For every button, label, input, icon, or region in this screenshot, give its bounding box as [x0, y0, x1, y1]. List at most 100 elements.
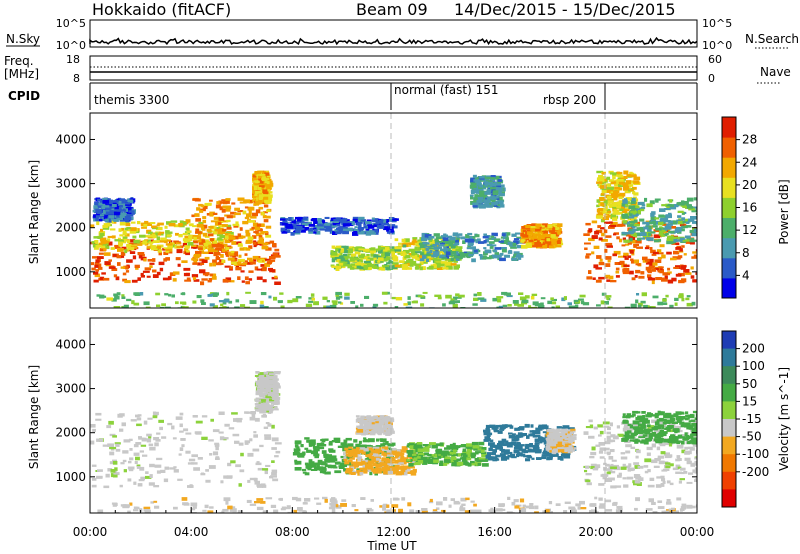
velocity-cell: [483, 439, 489, 442]
power-cell: [191, 244, 197, 247]
velocity-cell: [261, 397, 265, 401]
power-cell: [498, 240, 504, 243]
velocity-cell: [385, 460, 389, 464]
power-cell: [366, 254, 370, 257]
power-cell: [152, 269, 157, 273]
velocity-cell: [440, 453, 448, 456]
power-cell: [173, 271, 180, 275]
power-cell: [133, 302, 140, 306]
velocity-cell: [271, 460, 275, 463]
power-cell: [456, 264, 460, 269]
nsky-tick-top: 10^5: [56, 17, 86, 30]
velocity-cell: [416, 457, 423, 461]
power-cell: [353, 229, 359, 233]
power-cell: [623, 175, 628, 179]
power-cell: [221, 220, 229, 223]
power-cell: [247, 236, 254, 240]
power-cell: [422, 291, 428, 294]
power-cell: [331, 258, 335, 263]
power-cell: [515, 232, 521, 235]
power-cell: [660, 277, 666, 280]
power-cell: [265, 247, 272, 251]
power-cell: [498, 254, 502, 258]
power-cell: [336, 256, 342, 261]
power-cell: [557, 240, 561, 245]
power-cell: [151, 233, 156, 238]
power-cell: [262, 189, 268, 194]
velocity-cell: [433, 459, 439, 463]
velocity-cell: [274, 371, 281, 374]
velocity-cell: [193, 467, 200, 471]
power-cell: [274, 255, 281, 258]
power-cell: [520, 239, 526, 242]
power-cell: [183, 267, 191, 271]
velocity-cell: [411, 461, 415, 465]
power-cell: [651, 280, 655, 285]
power-cell: [295, 228, 301, 233]
power-cell: [138, 254, 143, 259]
velocity-cell: [302, 468, 307, 472]
power-cell: [408, 248, 416, 252]
power-cell: [220, 236, 227, 238]
power-cell: [224, 265, 231, 268]
power-cell: [93, 236, 99, 239]
velocity-cell: [110, 473, 115, 478]
power-cell: [342, 230, 349, 235]
power-cell: [336, 222, 341, 227]
power-cell: [399, 260, 405, 263]
power-cell: [669, 304, 674, 308]
power-cell: [114, 295, 120, 300]
power-cell: [603, 199, 609, 204]
power-cell: [485, 182, 491, 186]
power-cell: [435, 242, 440, 245]
velocity-cell: [369, 427, 376, 430]
power-cell: [649, 247, 653, 250]
power-cell: [547, 300, 552, 305]
power-cell: [152, 240, 160, 243]
power-cell: [591, 251, 595, 255]
power-cell: [187, 241, 194, 246]
power-cell: [497, 200, 504, 205]
power-cell: [126, 227, 131, 230]
power-cell: [106, 297, 114, 301]
power-cell: [483, 247, 487, 250]
velocity-cell: [244, 442, 249, 445]
power-cell: [696, 239, 697, 244]
power-cell: [358, 216, 365, 220]
power-cell: [607, 259, 611, 263]
velocity-cell: [137, 414, 142, 417]
power-cell: [603, 212, 611, 214]
power-cell: [628, 228, 633, 231]
power-cell: [550, 234, 556, 238]
power-cell: [261, 267, 267, 272]
velocity-cell: [247, 452, 254, 457]
power-cell: [375, 248, 381, 251]
power-cell: [624, 207, 630, 211]
power-cell: [255, 209, 261, 214]
velocity-cell: [175, 416, 183, 420]
velocity-cell: [436, 448, 442, 452]
colorbar-tick-label: 4: [742, 268, 750, 282]
power-cell: [596, 215, 603, 219]
power-cell: [125, 222, 131, 227]
power-cell: [365, 225, 370, 229]
velocity-cell: [364, 417, 370, 420]
velocity-cell: [116, 472, 120, 476]
velocity-cell: [367, 460, 374, 463]
power-cell: [489, 241, 495, 244]
power-cell: [166, 248, 172, 251]
power-cell: [479, 190, 485, 195]
power-cell: [148, 241, 154, 244]
velocity-cell: [459, 445, 465, 448]
power-cell: [211, 243, 217, 248]
power-cell: [369, 231, 376, 235]
power-cell: [354, 226, 358, 229]
power-cell: [646, 228, 652, 233]
velocity-cell: [147, 417, 153, 420]
power-cell: [474, 195, 478, 200]
power-cell: [221, 208, 226, 213]
power-cell: [170, 244, 177, 248]
velocity-cell: [359, 472, 364, 476]
velocity-cell: [347, 443, 354, 447]
power-cell: [391, 219, 397, 223]
